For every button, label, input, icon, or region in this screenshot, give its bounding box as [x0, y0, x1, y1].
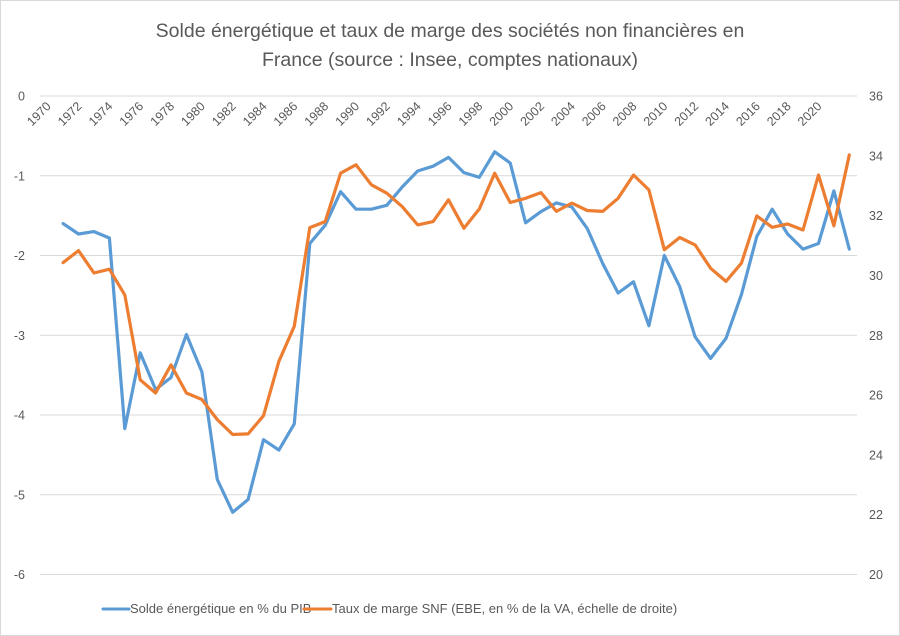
x-axis-tick-label: 2012 [672, 99, 702, 129]
series-taux-de-marge [61, 153, 851, 437]
x-axis-tick-label: 2014 [703, 99, 733, 129]
x-axis-tick-label: 1994 [394, 99, 424, 129]
chart-title-line-1: Solde énergétique et taux de marge des s… [156, 20, 745, 42]
right-axis-tick-labels: 36 34 32 30 28 26 24 22 20 [869, 90, 883, 583]
left-axis-tick-label: -2 [14, 249, 25, 263]
x-axis-tick-label: 2008 [610, 99, 640, 129]
x-axis-tick-label: 1972 [55, 99, 85, 129]
x-axis-tick-label: 1980 [178, 99, 208, 129]
x-axis-tick-label: 2018 [764, 99, 794, 129]
x-axis-tick-label: 1984 [240, 99, 270, 129]
x-axis-tick-label: 1986 [271, 99, 301, 129]
gridlines [40, 95, 857, 575]
right-axis-tick-label: 34 [869, 149, 883, 163]
right-axis-tick-label: 36 [869, 90, 883, 104]
right-axis-tick-label: 30 [869, 269, 883, 283]
x-axis-tick-label: 2002 [518, 99, 548, 129]
x-axis-tick-labels: 1970 1972 1974 1976 1978 1980 1982 1984 1986 1988… [24, 99, 824, 129]
x-axis-tick-label: 2000 [487, 99, 517, 129]
x-axis-tick-label: 1976 [117, 99, 147, 129]
left-axis-tick-label: -3 [14, 329, 25, 343]
series-line [61, 150, 851, 514]
x-axis-tick-label: 1990 [333, 99, 363, 129]
right-axis-tick-label: 28 [869, 329, 883, 343]
left-axis-tick-label: -5 [14, 488, 25, 502]
chart-title-line-2: France (source : Insee, comptes nationau… [262, 49, 638, 71]
left-axis-tick-label: -6 [14, 568, 25, 582]
series-solde-energetique [61, 150, 851, 514]
x-axis-tick-label: 2016 [733, 99, 763, 129]
x-axis-tick-label: 1996 [425, 99, 455, 129]
left-axis-tick-label: -4 [14, 409, 25, 423]
left-axis-tick-label: -1 [14, 169, 25, 183]
x-axis-tick-label: 2010 [641, 99, 671, 129]
x-axis-tick-label: 1998 [456, 99, 486, 129]
x-axis-tick-label: 1978 [148, 99, 178, 129]
left-axis-tick-labels: 0 -1 -2 -3 -4 -5 -6 [14, 90, 25, 583]
legend-label-taux-de-marge: Taux de marge SNF (EBE, en % de la VA, é… [332, 601, 677, 616]
right-axis-tick-label: 22 [869, 508, 883, 522]
right-axis-tick-label: 20 [869, 568, 883, 582]
x-axis-tick-label: 1988 [302, 99, 332, 129]
x-axis-tick-label: 1982 [209, 99, 239, 129]
left-axis-tick-label: 0 [18, 90, 25, 104]
right-axis-tick-label: 32 [869, 209, 883, 223]
x-axis-tick-label: 1992 [363, 99, 393, 129]
legend-entry-taux-de-marge[interactable]: Taux de marge SNF (EBE, en % de la VA, é… [302, 601, 677, 616]
series-line [61, 153, 851, 437]
x-axis-tick-label: 2004 [548, 99, 578, 129]
legend-entry-solde-energetique[interactable]: Solde énergétique en % du PIB [101, 601, 311, 616]
chart-title: Solde énergétique et taux de marge des s… [156, 20, 745, 71]
series-lines [61, 150, 851, 514]
legend-label-solde-energetique: Solde énergétique en % du PIB [130, 601, 311, 616]
right-axis-tick-label: 24 [869, 448, 883, 462]
x-axis-tick-label: 2006 [579, 99, 609, 129]
legend: Solde énergétique en % du PIB Taux de ma… [101, 601, 677, 616]
right-axis-tick-label: 26 [869, 389, 883, 403]
x-axis-tick-label: 2020 [795, 99, 825, 129]
x-axis-tick-label: 1970 [24, 99, 54, 129]
x-axis-tick-label: 1974 [86, 99, 116, 129]
